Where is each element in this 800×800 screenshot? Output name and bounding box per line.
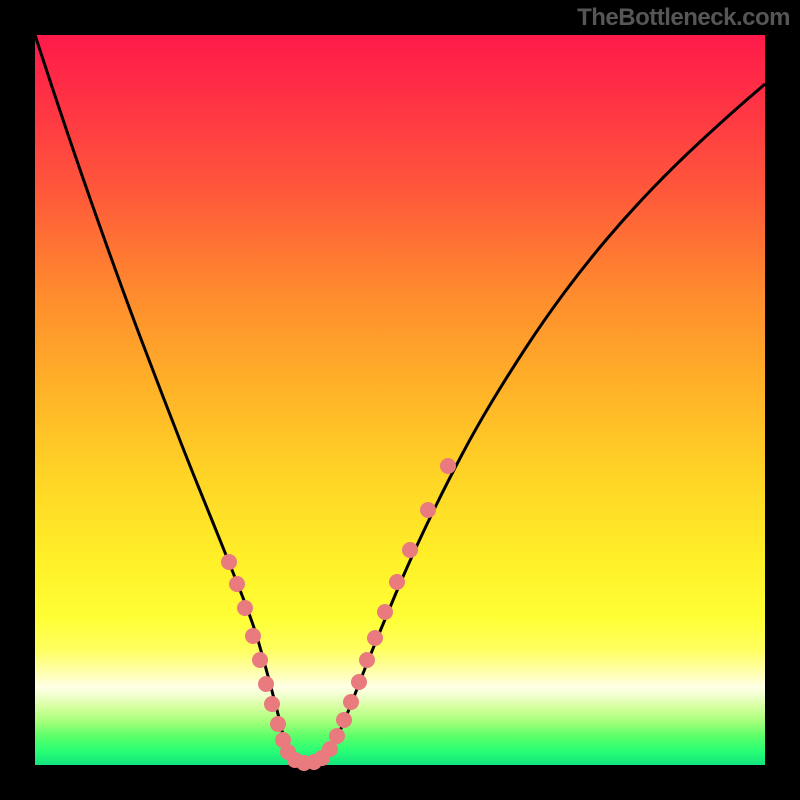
plot-area — [35, 35, 765, 765]
data-marker — [377, 604, 393, 620]
data-marker — [402, 542, 418, 558]
data-marker — [343, 694, 359, 710]
data-marker — [367, 630, 383, 646]
data-marker — [329, 728, 345, 744]
bottleneck-curve — [0, 0, 800, 800]
data-marker — [359, 652, 375, 668]
data-marker — [229, 576, 245, 592]
curve-right-branch — [306, 84, 765, 764]
data-marker — [389, 574, 405, 590]
data-marker — [264, 696, 280, 712]
data-marker — [420, 502, 436, 518]
data-marker — [258, 676, 274, 692]
data-marker — [237, 600, 253, 616]
data-marker — [440, 458, 456, 474]
watermark-text: TheBottleneck.com — [577, 4, 790, 32]
data-marker — [252, 652, 268, 668]
data-marker — [245, 628, 261, 644]
data-marker — [336, 712, 352, 728]
data-marker — [351, 674, 367, 690]
data-marker — [270, 716, 286, 732]
data-marker — [221, 554, 237, 570]
